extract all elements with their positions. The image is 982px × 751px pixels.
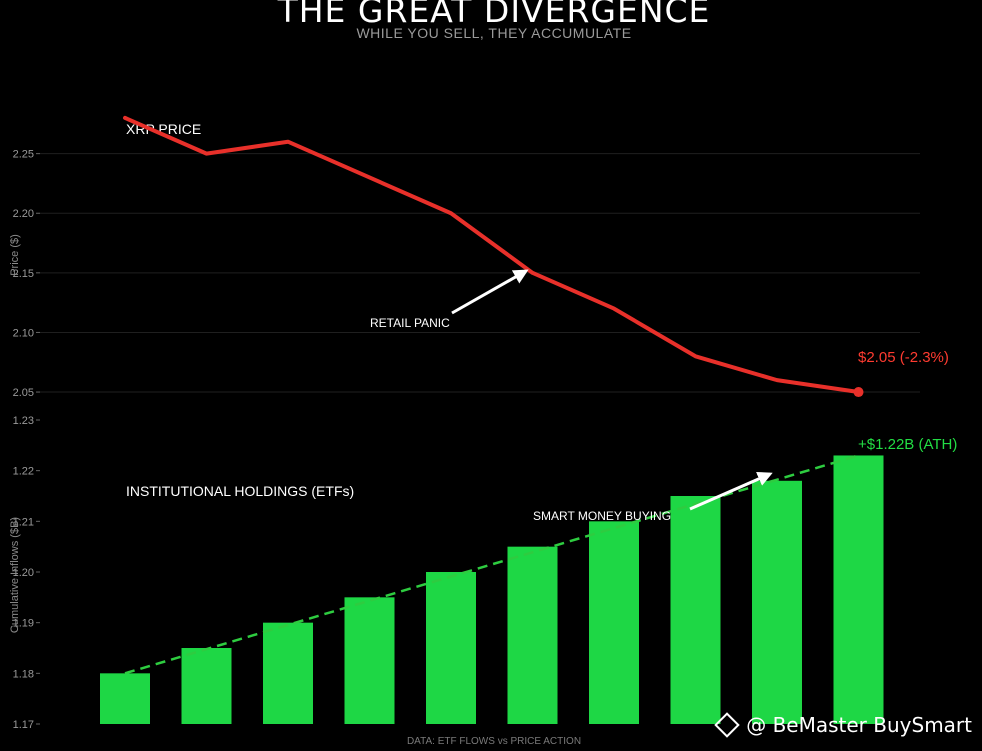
price-series [123,115,864,398]
chart-subtitle: WHILE YOU SELL, THEY ACCUMULATE [356,25,631,41]
watermark-text: @ BeMaster BuySmart [746,713,972,737]
xrp-price-line [123,115,861,395]
bar-tick-label: 1.23 [13,415,34,427]
bar-y-ticks: 1.23 1.22 1.21 1.20 1.19 1.18 1.17 [13,415,40,731]
price-tick-label: 2.20 [13,208,34,220]
chart-title: THE GREAT DIVERGENCE [277,0,711,30]
bar-panel-label: INSTITUTIONAL HOLDINGS (ETFs) [126,483,354,499]
bar-end-label: +$1.22B (ATH) [858,436,957,453]
bar-tick-label: 1.21 [13,516,34,528]
price-end-label: $2.05 (-2.3%) [858,349,949,366]
bar-tick-label: 1.20 [13,567,34,579]
inflow-bar [100,673,150,724]
smart-money-annotation: SMART MONEY BUYING [533,509,671,523]
inflow-bar [752,480,802,724]
inflow-bar [589,521,639,724]
price-y-ticks: 2.25 2.20 2.15 2.10 2.05 [13,149,40,399]
price-y-axis-label: Price ($) [9,234,21,276]
inflow-bar [344,597,395,724]
bar-tick-label: 1.18 [13,668,34,680]
binance-logo-icon [714,712,740,738]
inflow-bar [426,572,476,724]
price-tick-label: 2.10 [13,327,34,339]
bar-tick-label: 1.17 [13,719,34,731]
price-tick-label: 2.15 [13,268,34,280]
inflow-bar [507,546,558,724]
bar-y-axis-label: Cumulative Inflows ($B) [9,517,21,633]
retail-panic-arrow [451,269,529,315]
inflow-bar [670,496,721,724]
price-tick-label: 2.25 [13,149,34,161]
data-source-footer: DATA: ETF FLOWS vs PRICE ACTION [407,736,581,747]
smart-money-arrow [689,471,773,511]
bar-tick-label: 1.19 [13,618,34,630]
bar-series [100,454,884,724]
inflow-bar [833,455,884,724]
price-grid [40,153,920,393]
watermark: @ BeMaster BuySmart [714,712,972,738]
retail-panic-annotation: RETAIL PANIC [370,316,450,330]
inflow-bar [181,648,232,724]
inflow-bar [263,622,313,724]
bar-tick-label: 1.22 [13,466,34,478]
price-end-point [853,387,864,398]
price-tick-label: 2.05 [13,387,34,399]
